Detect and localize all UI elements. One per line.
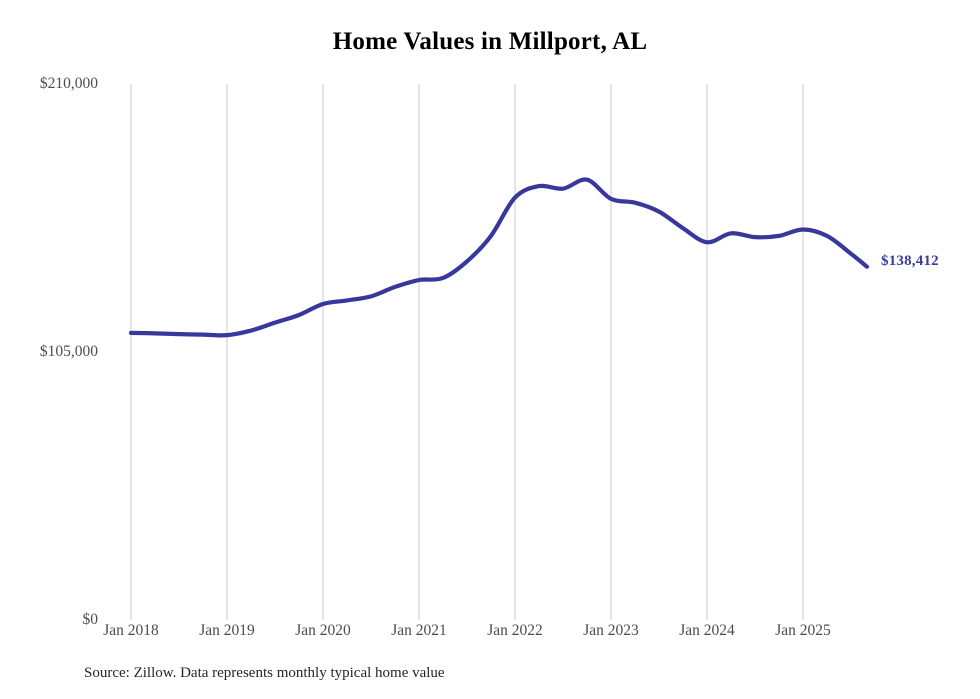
y-axis-tick-label-105000: $105,000 xyxy=(39,343,98,360)
y-axis-tick-label-210000: $210,000 xyxy=(39,75,98,92)
page-title: Home Values in Millport, AL xyxy=(332,28,648,55)
x-axis-tick-label-jan-2022: Jan 2022 xyxy=(487,622,543,639)
x-axis-tick-label-jan-2019: Jan 2019 xyxy=(199,622,255,639)
x-axis-tick-label-jan-2023: Jan 2023 xyxy=(583,622,639,639)
x-axis-tick-label-jan-2018: Jan 2018 xyxy=(103,622,159,639)
source-note: Source: Zillow. Data represents monthly … xyxy=(84,665,445,681)
x-axis-tick-label-jan-2020: Jan 2020 xyxy=(295,622,351,639)
x-axis-tick-label-jan-2021: Jan 2021 xyxy=(391,622,447,639)
y-axis-tick-label-0: $0 xyxy=(82,611,99,628)
x-axis-tick-label-jan-2024: Jan 2024 xyxy=(679,622,735,639)
value-line-series xyxy=(128,177,870,338)
end-value-annotation: $138,412 xyxy=(881,252,939,269)
x-gridlines xyxy=(130,84,804,620)
x-axis-tick-label-jan-2025: Jan 2025 xyxy=(775,622,831,639)
